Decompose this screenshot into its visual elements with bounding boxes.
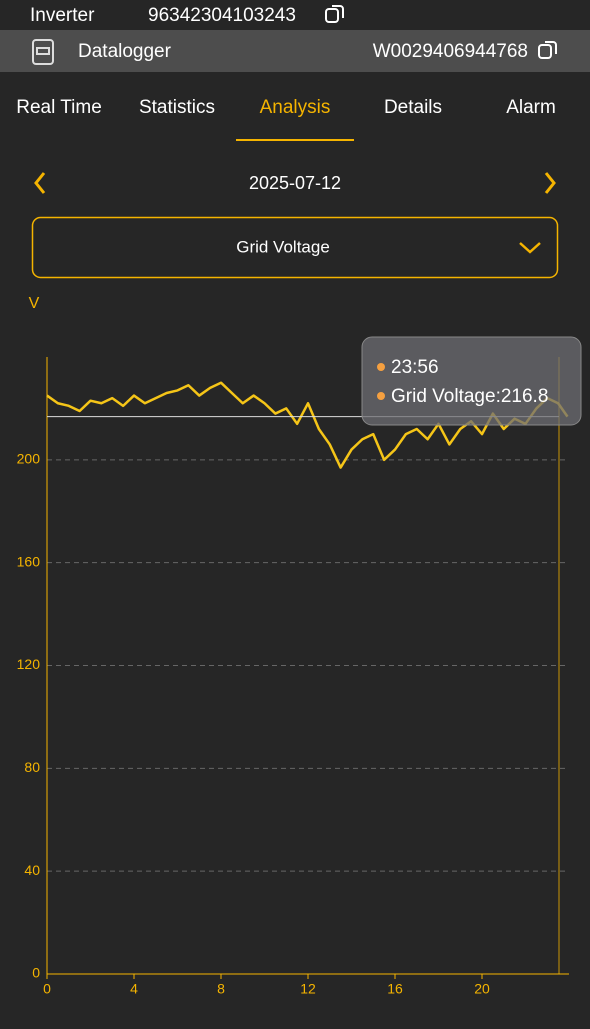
y-tick-label: 0: [32, 965, 40, 981]
datalogger-label: Datalogger: [78, 41, 172, 62]
prev-date[interactable]: [34, 172, 46, 194]
selector-text: Grid Voltage: [236, 237, 330, 256]
datalogger-sn: W0029406944768: [373, 41, 528, 62]
dropdown-chevron[interactable]: [519, 242, 541, 254]
x-tick-label: 16: [387, 981, 403, 997]
x-tick-label: 4: [130, 981, 138, 997]
x-tick-label: 0: [43, 981, 51, 997]
copy-icon[interactable]: [325, 5, 344, 23]
tooltip-value: Grid Voltage:216.8: [391, 386, 548, 407]
y-tick-label: 40: [24, 862, 40, 878]
x-tick-label: 12: [300, 981, 316, 997]
datalogger-icon: [32, 39, 54, 65]
x-tick-label: 8: [217, 981, 225, 997]
copy-icon[interactable]: [538, 41, 557, 59]
y-tick-label: 200: [17, 451, 41, 467]
tooltip-dot: [377, 363, 385, 371]
tab[interactable]: Alarm: [506, 97, 556, 118]
tooltip-dot: [377, 392, 385, 400]
selector-box[interactable]: [31, 216, 559, 279]
tab[interactable]: Details: [384, 97, 442, 118]
voltage-line: [46, 381, 569, 469]
tab[interactable]: Statistics: [139, 97, 215, 118]
tab[interactable]: Real Time: [16, 97, 102, 118]
y-axis-label: V: [29, 295, 40, 312]
tooltip-time: 23:56: [391, 357, 439, 378]
tab[interactable]: Analysis: [260, 97, 331, 118]
y-tick-label: 80: [24, 759, 40, 775]
next-date[interactable]: [544, 172, 556, 194]
tab-underline: [236, 139, 354, 141]
inverter-label: Inverter: [30, 5, 95, 26]
datalogger-bar: [0, 30, 590, 72]
x-tick-label: 20: [474, 981, 490, 997]
tooltip-box: [361, 336, 582, 426]
y-tick-label: 160: [17, 553, 41, 569]
date[interactable]: 2025-07-12: [249, 173, 341, 193]
y-tick-label: 120: [17, 656, 41, 672]
inverter-sn: 96342304103243: [148, 5, 296, 26]
